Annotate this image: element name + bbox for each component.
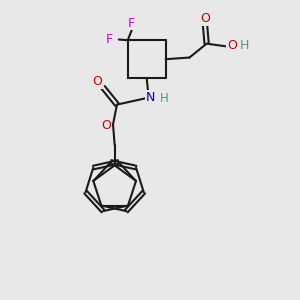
Text: F: F [106, 33, 113, 46]
Text: F: F [128, 16, 135, 29]
Text: N: N [145, 91, 155, 104]
Text: O: O [101, 119, 111, 132]
Text: O: O [92, 75, 102, 88]
Text: O: O [200, 12, 210, 25]
Text: O: O [227, 39, 237, 52]
Text: H: H [160, 92, 168, 106]
Text: H: H [239, 39, 249, 52]
